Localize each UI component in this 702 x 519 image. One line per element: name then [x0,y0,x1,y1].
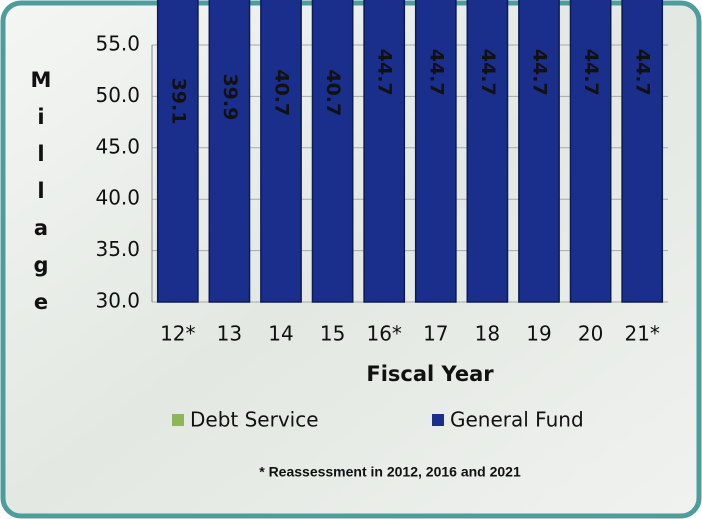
x-tick-label: 21* [624,322,659,346]
legend-swatch [432,414,444,426]
data-label: 44.7 [632,49,654,96]
x-tick-label: 20 [578,322,603,346]
x-tick-label: 14 [268,322,293,346]
bar-segment [518,0,560,303]
y-tick-label: 45.0 [95,134,140,158]
bar-segment [621,0,664,303]
legend-swatch [172,414,184,426]
bar-segment [569,0,612,303]
bar-segment [414,0,457,303]
bar-segment [363,0,406,303]
data-label: 44.7 [580,49,602,96]
x-tick-label: 19 [526,322,551,346]
data-label: 39.1 [167,78,189,125]
data-label: 44.7 [374,49,396,96]
data-label: 40.7 [271,69,293,116]
y-axis-label: Millage [29,68,53,327]
x-axis-label: Fiscal Year [366,362,494,386]
bar-segment [311,0,354,303]
bar-segment [156,0,199,303]
x-tick-label: 13 [217,322,242,346]
x-tick-label: 12* [160,322,195,346]
data-label: 44.7 [425,49,447,96]
bar-segment [466,0,509,303]
x-tick-label: 18 [475,322,500,346]
y-tick-label: 40.0 [95,186,140,210]
y-tick-label: 35.0 [95,237,140,261]
data-label: 44.7 [529,49,551,96]
x-tick-label: 17 [423,322,448,346]
data-label: 44.7 [477,49,499,96]
data-label: 40.7 [322,69,344,116]
legend-label: Debt Service [190,408,319,432]
x-tick-label: 16* [366,322,401,346]
y-tick-label: 30.0 [95,289,140,313]
y-tick-label: 55.0 [95,32,140,56]
bar-segment [208,0,251,303]
x-tick-label: 15 [320,322,345,346]
y-tick-label: 50.0 [95,83,140,107]
data-label: 39.9 [219,73,241,120]
legend-label: General Fund [450,408,584,432]
bar-segment [260,0,302,303]
note: * Reassessment in 2012, 2016 and 2021 [259,464,521,480]
